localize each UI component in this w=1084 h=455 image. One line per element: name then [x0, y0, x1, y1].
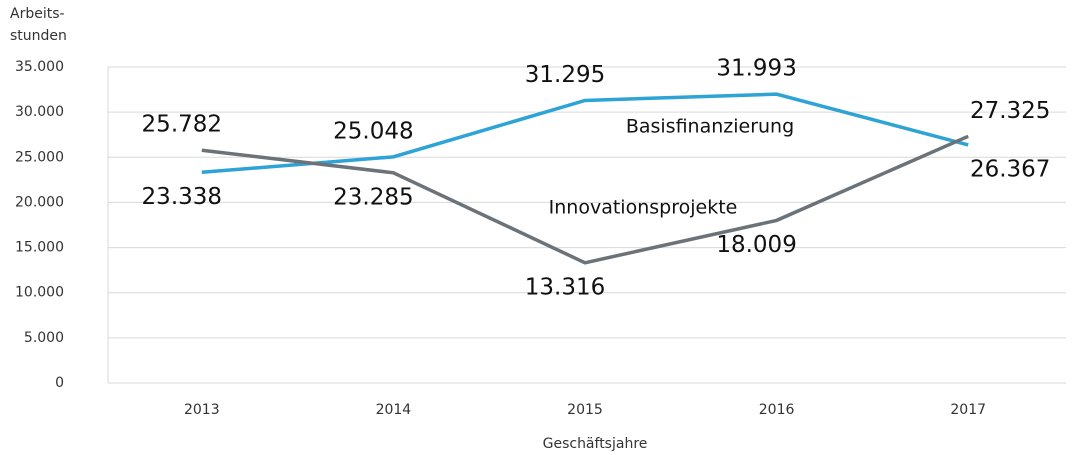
y-tick-label: 20.000	[15, 194, 64, 210]
y-axis-label: Arbeits-	[10, 6, 65, 22]
data-label: 25.782	[142, 112, 222, 138]
x-axis-label: Geschäftsjahre	[543, 436, 648, 452]
line-series	[201, 134, 969, 265]
x-tick-label: 2013	[184, 402, 220, 418]
data-label: 31.295	[525, 62, 605, 88]
data-label: 27.325	[970, 98, 1050, 124]
y-tick-label: 30.000	[15, 104, 64, 120]
x-tick-label: 2017	[950, 402, 986, 418]
x-tick-label: 2016	[759, 402, 795, 418]
y-tick-label: 35.000	[15, 59, 64, 75]
series-label: Innovationsprojekte	[549, 197, 738, 219]
y-tick-label: 10.000	[15, 285, 64, 301]
y-tick-label: 0	[55, 375, 64, 391]
y-axis-label: stunden	[10, 28, 67, 44]
data-label: 26.367	[970, 156, 1050, 182]
data-label: 25.048	[333, 118, 413, 144]
x-tick-label: 2014	[376, 402, 412, 418]
y-tick-label: 25.000	[15, 149, 64, 165]
line-series	[201, 92, 969, 175]
data-label: 13.316	[525, 274, 605, 300]
data-label: 31.993	[716, 56, 796, 82]
data-label: 23.285	[333, 184, 413, 210]
data-label: 18.009	[716, 232, 796, 258]
data-label: 23.338	[142, 184, 222, 210]
x-tick-label: 2015	[567, 402, 603, 418]
y-tick-label: 15.000	[15, 240, 64, 256]
series-label: Basisfinanzierung	[626, 116, 794, 138]
y-tick-label: 5.000	[24, 330, 64, 346]
